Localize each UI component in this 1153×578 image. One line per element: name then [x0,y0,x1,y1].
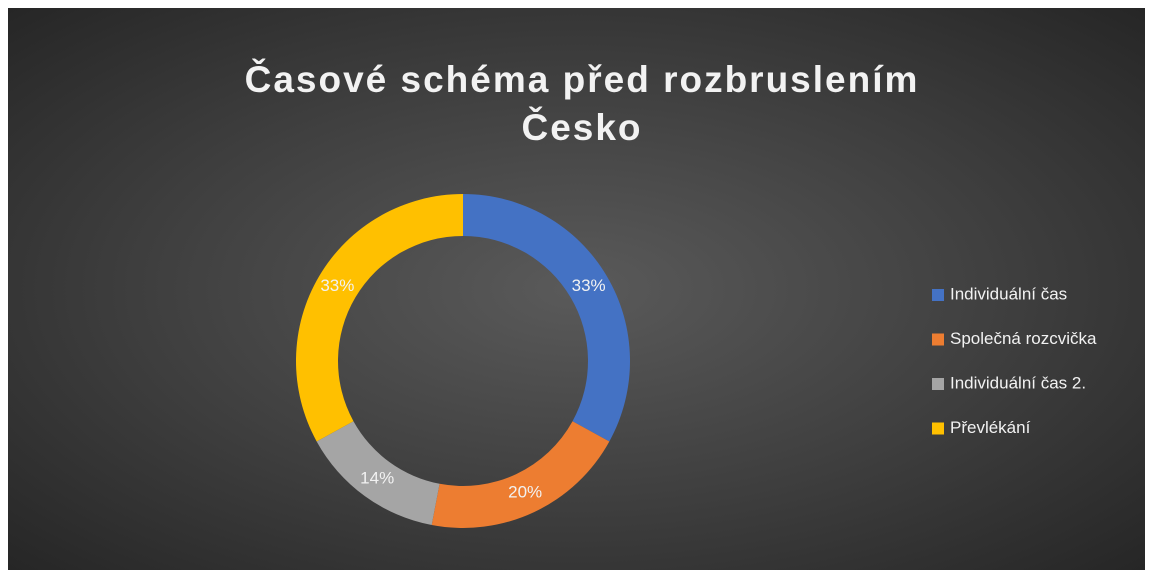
legend-label: Společná rozcvička [950,329,1097,348]
legend-label: Převlékání [950,418,1031,437]
chart-title: Časové schéma před rozbruslením Česko [244,59,920,148]
donut-slice [296,194,463,442]
legend-label: Individuální čas 2. [950,373,1086,392]
donut-slice [463,194,630,442]
donut-slice [316,421,440,526]
legend-swatch [932,333,944,346]
legend-swatch [932,422,944,435]
data-label: 20% [508,483,542,502]
legend-swatch [932,289,944,301]
data-label: 33% [572,276,606,295]
legend-swatch [932,378,944,390]
data-label: 33% [320,276,354,295]
donut-slice [431,421,610,528]
data-label: 14% [360,469,394,488]
legend-label: Individuální čas [950,284,1067,303]
